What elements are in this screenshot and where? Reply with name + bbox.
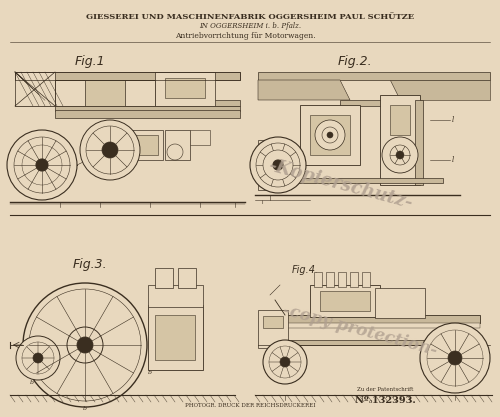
- Bar: [15, 72, 240, 80]
- Circle shape: [22, 342, 54, 374]
- Circle shape: [448, 351, 462, 365]
- Bar: [85, 80, 125, 106]
- Bar: [165, 130, 190, 160]
- Text: -copy protection-: -copy protection-: [281, 301, 439, 359]
- Circle shape: [280, 357, 290, 367]
- Bar: [375, 288, 425, 318]
- Text: -Kopierschutz-: -Kopierschutz-: [266, 157, 414, 213]
- Text: l: l: [452, 156, 454, 164]
- Bar: [155, 315, 195, 360]
- Bar: [314, 272, 322, 287]
- Circle shape: [23, 283, 147, 407]
- Bar: [15, 100, 240, 106]
- Bar: [128, 130, 163, 160]
- Text: b: b: [83, 406, 87, 411]
- Bar: [310, 285, 380, 317]
- Circle shape: [36, 159, 48, 171]
- Circle shape: [315, 120, 345, 150]
- Circle shape: [77, 337, 93, 353]
- Circle shape: [16, 336, 60, 380]
- Circle shape: [256, 143, 300, 187]
- Circle shape: [14, 137, 70, 193]
- Bar: [148, 305, 203, 370]
- Bar: [148, 285, 203, 307]
- Circle shape: [167, 144, 183, 160]
- Bar: [338, 272, 346, 287]
- Bar: [380, 95, 420, 185]
- Bar: [55, 106, 240, 111]
- Circle shape: [263, 150, 293, 180]
- Bar: [285, 315, 480, 323]
- Text: Fig.2.: Fig.2.: [338, 55, 372, 68]
- Text: IN OGGERSHEIM i. b. Pfalz.: IN OGGERSHEIM i. b. Pfalz.: [199, 22, 301, 30]
- Circle shape: [382, 137, 418, 173]
- Circle shape: [7, 130, 77, 200]
- Polygon shape: [258, 80, 350, 100]
- Polygon shape: [390, 80, 490, 100]
- Text: PHOTOGR. DRUCK DER REICHSDRUCKEREI: PHOTOGR. DRUCK DER REICHSDRUCKEREI: [185, 403, 316, 408]
- Bar: [326, 272, 334, 287]
- Circle shape: [33, 353, 43, 363]
- Bar: [285, 323, 480, 328]
- Bar: [15, 72, 240, 80]
- Bar: [362, 272, 370, 287]
- Circle shape: [86, 126, 134, 174]
- Circle shape: [269, 346, 301, 378]
- Circle shape: [263, 340, 307, 384]
- Circle shape: [322, 127, 338, 143]
- Text: Fig.1: Fig.1: [74, 55, 106, 68]
- Bar: [415, 100, 423, 185]
- Bar: [390, 105, 410, 135]
- Text: Nº 132393.: Nº 132393.: [354, 396, 416, 405]
- Bar: [320, 291, 370, 311]
- Bar: [55, 80, 155, 106]
- Text: Fig.3.: Fig.3.: [72, 258, 108, 271]
- Circle shape: [420, 323, 490, 393]
- Bar: [258, 310, 288, 348]
- Text: Fig.4.: Fig.4.: [292, 265, 318, 275]
- Bar: [190, 130, 210, 145]
- Bar: [340, 100, 400, 106]
- Bar: [310, 115, 350, 155]
- Text: b: b: [148, 370, 152, 375]
- Bar: [263, 316, 283, 328]
- Bar: [15, 72, 55, 106]
- Bar: [165, 78, 205, 98]
- Circle shape: [29, 289, 141, 401]
- Bar: [178, 268, 196, 288]
- Circle shape: [327, 132, 333, 138]
- Text: i: i: [261, 200, 263, 205]
- Circle shape: [67, 327, 103, 363]
- Circle shape: [102, 142, 118, 158]
- Text: GIESSEREI UND MASCHINENFABRIK OGGERSHEIM PAUL SCHÜTZE: GIESSEREI UND MASCHINENFABRIK OGGERSHEIM…: [86, 13, 414, 21]
- Polygon shape: [258, 72, 490, 80]
- Bar: [55, 110, 240, 118]
- Bar: [155, 268, 173, 288]
- Bar: [285, 340, 480, 345]
- Bar: [155, 72, 215, 106]
- Circle shape: [390, 145, 410, 165]
- Text: Zu der Patentschrift: Zu der Patentschrift: [357, 387, 413, 392]
- Text: Antriebvorrichtung für Motorwagen.: Antriebvorrichtung für Motorwagen.: [175, 32, 316, 40]
- Bar: [258, 178, 443, 183]
- Bar: [300, 105, 360, 165]
- Circle shape: [396, 151, 404, 159]
- Bar: [258, 140, 278, 190]
- Circle shape: [427, 330, 483, 386]
- Bar: [133, 135, 158, 155]
- Circle shape: [250, 137, 306, 193]
- Text: a: a: [368, 399, 372, 404]
- Text: b: b: [30, 380, 34, 385]
- Circle shape: [273, 160, 283, 170]
- Text: l: l: [452, 116, 454, 124]
- Bar: [350, 272, 358, 287]
- Circle shape: [80, 120, 140, 180]
